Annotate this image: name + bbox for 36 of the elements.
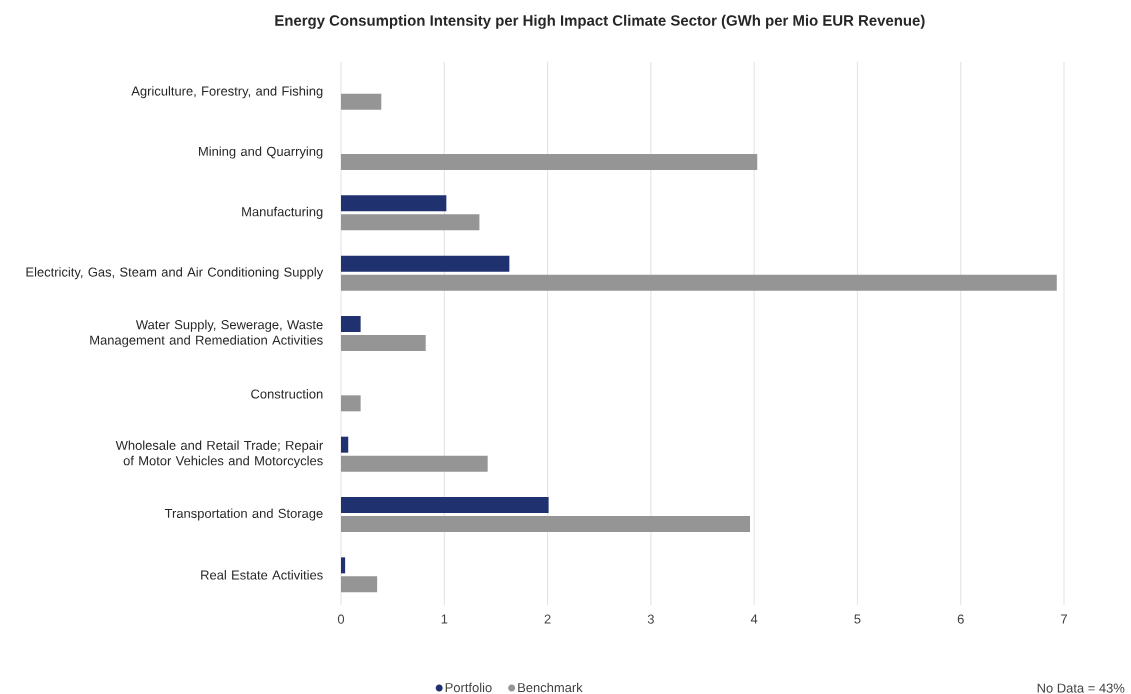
y-tick-label: Agriculture, Forestry, and Fishing [131,86,323,99]
x-tick-label: 3 [647,614,654,624]
y-tick-label: Mining and Quarrying [199,146,323,159]
legend-label: Portfolio [445,682,492,693]
y-tick-label: Wholesale and Retail Trade; Repair of Motor Vehicles and Motorcycles [115,440,323,468]
text: No Data = 43% [1037,683,1125,693]
x-tick-label: 7 [1061,614,1067,624]
bar [341,516,751,533]
bar [341,214,480,231]
x-tick-label: 6 [957,614,964,624]
chart-title: Energy Consumption Intensity per High Impact Climate Sector (GWh per Mio EUR Revenue) [275,14,925,29]
x-tick-label: 1 [441,614,448,624]
y-tick-label: Real Estate Activities [201,570,323,580]
bar [341,255,510,272]
legend-label: Benchmark [518,682,583,693]
y-tick-label: Manufacturing [242,206,323,219]
x-tick-label: 2 [544,614,551,624]
y-tick-label: Transportation and Storage [164,508,323,521]
x-tick-label: 5 [854,614,861,624]
bar [341,154,758,170]
bar [341,274,1057,291]
y-tick-label: Electricity, Gas, Steam and Air Conditioning Supply [26,267,324,280]
bar [341,93,382,110]
y-tick-label: Water Supply, Sewerage, Waste Management and Remediation Activities [90,319,323,348]
bar [341,557,346,574]
bar [341,335,426,352]
bar [341,455,488,472]
x-tick-label: 4 [750,614,758,624]
bar [341,316,361,333]
bar [341,497,549,514]
bar [341,195,447,212]
bar [341,576,378,593]
y-tick-label: Construction [251,389,323,399]
bar [341,436,349,453]
x-tick-label: 0 [337,614,345,624]
bar [341,395,361,412]
